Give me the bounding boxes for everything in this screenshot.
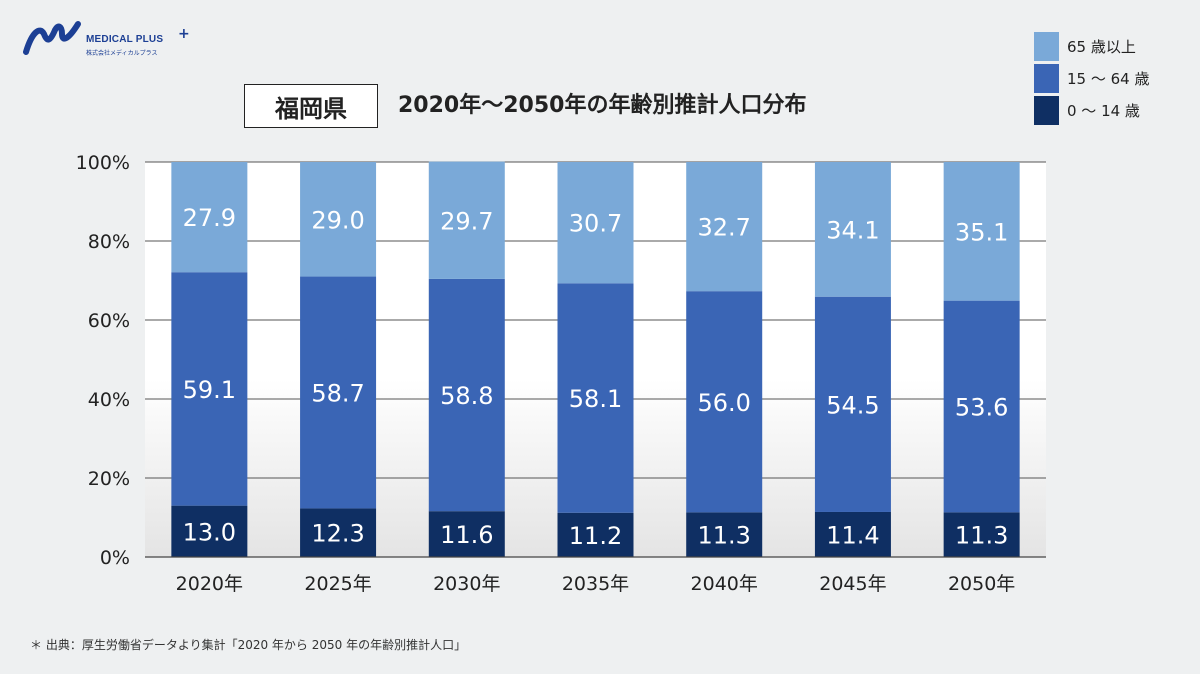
data-label: 13.0: [183, 518, 236, 546]
legend-label-15-64: 15 ～ 64 歳: [1067, 70, 1150, 88]
y-tick-label: 0%: [100, 547, 130, 569]
data-label: 56.0: [697, 389, 750, 417]
data-label: 11.3: [697, 522, 750, 550]
data-label: 29.0: [311, 206, 364, 234]
bar-segment: [814, 296, 891, 512]
y-tick-label: 20%: [88, 468, 130, 490]
chart-legend: 65 歳以上 15 ～ 64 歳 0 ～ 14 歳: [1034, 32, 1149, 128]
data-label: 27.9: [183, 204, 236, 232]
data-label: 58.7: [311, 379, 364, 407]
bar-segment: [428, 278, 505, 512]
data-label: 32.7: [697, 214, 750, 242]
bar-segment: [300, 276, 377, 509]
data-label: 35.1: [955, 218, 1008, 246]
data-label: 12.3: [311, 520, 364, 548]
bar-segment: [943, 162, 1020, 301]
logo-plus-icon: +: [178, 26, 190, 42]
legend-swatch-0-14: [1034, 96, 1059, 125]
x-tick-label: 2030年: [433, 573, 500, 595]
logo-name: MEDICAL PLUS: [86, 34, 164, 45]
bar-segment: [686, 512, 763, 557]
legend-item-0-14: 0 ～ 14 歳: [1034, 96, 1149, 125]
bar-segment: [557, 283, 634, 513]
chart-title: 2020年～2050年の年齢別推計人口分布: [398, 93, 807, 118]
y-tick-label: 80%: [88, 231, 130, 253]
data-label: 11.4: [826, 521, 879, 549]
legend-label-65-plus: 65 歳以上: [1067, 38, 1136, 56]
data-label: 59.1: [183, 376, 236, 404]
data-label: 11.3: [955, 522, 1008, 550]
bar-segment: [686, 291, 763, 513]
bar-segment: [171, 162, 248, 273]
x-tick-label: 2050年: [948, 573, 1015, 595]
data-label: 29.7: [440, 207, 493, 235]
data-label: 53.6: [955, 394, 1008, 422]
bar-segment: [943, 300, 1020, 513]
data-label: 30.7: [569, 210, 622, 238]
bar-segment: [300, 162, 377, 277]
prefecture-label: 福岡県: [244, 84, 378, 128]
data-label: 54.5: [826, 391, 879, 419]
x-tick-label: 2025年: [304, 573, 371, 595]
bar-segment: [943, 512, 1020, 557]
bar-segment: [428, 511, 505, 557]
legend-item-15-64: 15 ～ 64 歳: [1034, 64, 1149, 93]
legend-item-65-plus: 65 歳以上: [1034, 32, 1149, 61]
bar-segment: [171, 272, 248, 506]
bar-segment: [814, 162, 891, 297]
bar-segment: [428, 161, 505, 279]
x-tick-label: 2035年: [562, 573, 629, 595]
logo-mark-icon: [23, 21, 81, 55]
company-logo: MEDICAL PLUS + 株式会社メディカルプラス: [22, 20, 190, 60]
bar-segment: [171, 505, 248, 557]
x-tick-label: 2020年: [176, 573, 243, 595]
legend-swatch-15-64: [1034, 64, 1059, 93]
legend-swatch-65-plus: [1034, 32, 1059, 61]
y-tick-label: 40%: [88, 389, 130, 411]
y-tick-label: 100%: [76, 152, 130, 174]
bar-segment: [557, 162, 634, 284]
logo-subtitle: 株式会社メディカルプラス: [86, 50, 158, 57]
data-label: 11.2: [569, 522, 622, 550]
bar-segment: [557, 512, 634, 557]
data-label: 58.1: [569, 385, 622, 413]
source-footnote: ＊ 出典：厚生労働省データより集計「2020 年から 2050 年の年齢別推計人…: [30, 638, 467, 652]
bar-segment: [814, 511, 891, 557]
legend-label-0-14: 0 ～ 14 歳: [1067, 102, 1140, 120]
x-tick-label: 2040年: [691, 573, 758, 595]
bar-segment: [686, 162, 763, 292]
x-tick-label: 2045年: [819, 573, 886, 595]
data-label: 58.8: [440, 382, 493, 410]
y-tick-label: 60%: [88, 310, 130, 332]
bar-segment: [300, 508, 377, 557]
data-label: 11.6: [440, 521, 493, 549]
data-label: 34.1: [826, 216, 879, 244]
